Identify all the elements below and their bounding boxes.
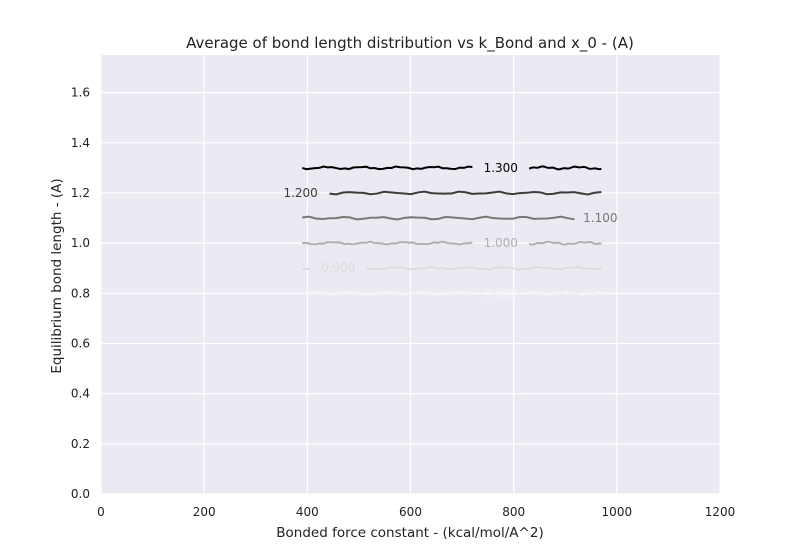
y-tick-label: 1.0: [71, 236, 90, 250]
y-tick-label: 0.4: [71, 387, 90, 401]
x-tick-label: 400: [296, 505, 319, 519]
y-tick-label: 0.6: [71, 336, 90, 350]
series-1.300: 1.300: [301, 161, 602, 175]
chart-title: Average of bond length distribution vs k…: [186, 34, 634, 53]
x-tick-labels: 0 200 400 600 800 1000 1200: [97, 505, 735, 519]
series-lines: 1.300 1.200 1.100 1.000 0.900 0.800: [283, 161, 617, 300]
y-tick-label: 0.2: [71, 437, 90, 451]
contour-line-0.900-seg1: [366, 265, 602, 271]
contour-line-1.000-seg0: [302, 240, 473, 246]
contour-label-1.200: 1.200: [283, 186, 317, 200]
y-tick-label: 1.6: [71, 86, 90, 100]
contour-line-1.000-seg1: [528, 240, 602, 246]
series-1.000: 1.000: [302, 236, 602, 250]
contour-line-0.800-seg0: [301, 290, 473, 296]
contour-line-1.100-seg0: [302, 215, 575, 221]
x-tick-label: 1200: [705, 505, 736, 519]
series-1.100: 1.100: [302, 211, 618, 225]
x-tick-label: 800: [502, 505, 525, 519]
y-tick-label: 0.0: [71, 487, 90, 501]
y-tick-labels: 0.0 0.2 0.4 0.6 0.8 1.0 1.2 1.4 1.6: [71, 86, 90, 501]
contour-line-0.800-seg1: [529, 290, 602, 296]
contour-label-1.300: 1.300: [484, 161, 518, 175]
contour-line-1.200-seg0: [329, 190, 602, 196]
x-axis-label: Bonded force constant - (kcal/mol/A^2): [276, 525, 543, 541]
contour-line-1.300-seg1: [528, 165, 602, 171]
grid: [100, 55, 721, 495]
x-tick-label: 200: [193, 505, 216, 519]
y-tick-label: 1.2: [71, 186, 90, 200]
contour-label-1.000: 1.000: [484, 236, 518, 250]
y-tick-label: 1.4: [71, 136, 90, 150]
contour-line-0.900-seg0: [302, 267, 311, 271]
x-tick-label: 1000: [602, 505, 633, 519]
series-0.800: 0.800: [301, 286, 602, 300]
x-tick-label: 600: [399, 505, 422, 519]
contour-label-1.100: 1.100: [583, 211, 617, 225]
series-0.900: 0.900: [302, 261, 602, 275]
contour-label-0.900: 0.900: [321, 261, 355, 275]
y-axis-label: Equilibrium bond length - (A): [49, 178, 65, 373]
y-tick-label: 0.8: [71, 286, 90, 300]
contour-line-1.300-seg0: [301, 165, 473, 171]
x-tick-label: 0: [97, 505, 105, 519]
contour-label-0.800: 0.800: [484, 286, 518, 300]
series-1.200: 1.200: [283, 186, 602, 200]
